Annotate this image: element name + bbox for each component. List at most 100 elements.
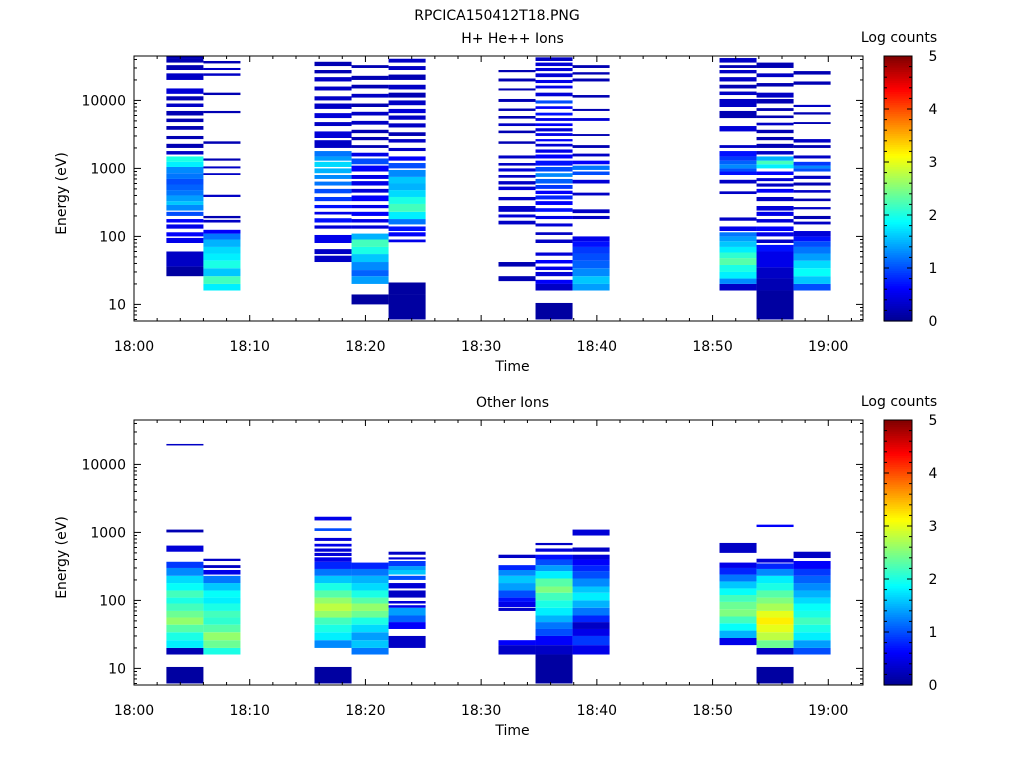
energy-bin [166,237,204,243]
energy-bin [572,160,610,165]
energy-bin [351,276,389,284]
energy-bin [572,108,610,111]
colorbar-segment [884,175,912,179]
energy-bin [351,84,389,89]
colorbar-segment [884,210,912,214]
energy-bin [166,156,204,162]
colorbar-segment [884,450,912,454]
energy-bin [756,122,794,126]
energy-bin [535,586,573,593]
energy-bin [388,211,426,220]
colorbar-segment [884,75,912,79]
energy-bin [535,271,573,277]
energy-bin [535,208,573,212]
energy-bin [719,542,757,553]
energy-bin [388,196,426,204]
colorbar-segment [884,636,912,640]
x-tick-label: 18:30 [461,339,501,355]
energy-bin [793,246,831,254]
energy-bin [314,597,352,604]
energy-bin [351,158,389,165]
time-column [756,62,794,320]
colorbar-tick-label: 4 [929,466,938,482]
colorbar-segment [884,470,912,474]
energy-bin [314,174,352,179]
colorbar-segment [884,590,912,593]
energy-bin [535,178,573,184]
energy-bin [756,232,794,237]
energy-bin [166,545,204,552]
energy-bin [535,239,573,243]
colorbar-segment [884,605,912,609]
energy-bin [756,624,794,633]
energy-bin [388,58,426,63]
energy-bin [351,239,389,247]
colorbar-segment [884,534,912,538]
colorbar-segment [884,192,912,196]
energy-bin [498,130,536,134]
colorbar-segment [884,298,912,302]
colorbar-segment [884,67,912,70]
energy-bin [535,154,573,159]
colorbar-segment [884,601,912,604]
colorbar-segment [884,598,912,602]
energy-bin [572,153,610,157]
energy-bin [498,645,536,655]
colorbar-segment [884,170,912,174]
colorbar-segment [884,137,912,141]
energy-bin [756,640,794,648]
colorbar-segment [884,638,912,642]
energy-bin [166,143,204,148]
energy-bin [314,516,352,521]
colorbar-segment [884,146,912,150]
colorbar-segment [884,433,912,437]
colorbar-segment [884,658,912,662]
energy-bin [719,65,757,68]
colorbar-segment [884,261,912,265]
energy-bin [203,624,241,633]
energy-bin [719,588,757,596]
colorbar-segment [884,431,912,434]
energy-bin [572,165,610,170]
energy-bin [498,597,536,602]
energy-bin [166,624,204,633]
colorbar-segment [884,126,912,130]
energy-bin [793,215,831,220]
colorbar-tick-label: 0 [929,678,938,694]
colorbar-segment [884,477,912,481]
energy-bin [203,268,241,277]
energy-bin [203,283,241,291]
energy-bin [535,259,573,264]
energy-bin [351,590,389,598]
energy-bin [351,145,389,148]
x-tick-label: 18:50 [692,703,732,719]
energy-bin [314,61,352,67]
energy-bin [572,554,610,560]
colorbar-segment [884,292,912,296]
energy-bin [756,151,794,155]
energy-bin [314,70,352,74]
energy-bin [572,276,610,284]
energy-bin [535,143,573,147]
colorbar-segment [884,115,912,119]
colorbar-tick-label: 4 [929,102,938,118]
energy-bin [756,211,794,216]
energy-bin [388,183,426,191]
colorbar-segment [884,60,912,64]
energy-bin [572,236,610,242]
colorbar-segment [884,73,912,77]
colorbar-segment [884,466,912,470]
colorbar-segment [884,124,912,128]
energy-bin [498,163,536,166]
colorbar: 0 1 2 3 4 5 Log counts [861,394,938,694]
energy-bin [498,206,536,212]
energy-bin [314,537,352,541]
energy-bin [719,283,757,291]
energy-bin [719,252,757,259]
energy-bin [535,622,573,629]
colorbar-segment [884,592,912,596]
x-tick-label: 18:40 [577,703,617,719]
colorbar-tick-label: 2 [929,572,938,588]
x-tick-label: 18:10 [230,703,270,719]
panel-title: H+ He++ Ions [461,31,564,47]
